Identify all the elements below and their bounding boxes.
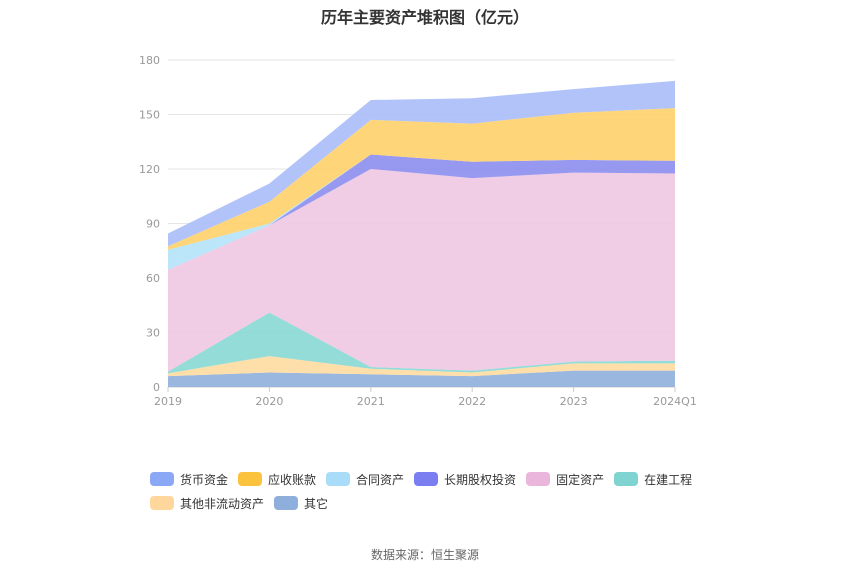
legend-label: 固定资产 — [556, 472, 605, 487]
legend-swatch — [238, 472, 263, 486]
legend-item[interactable]: 应收账款 — [238, 470, 316, 488]
x-tick-label: 2022 — [458, 395, 486, 408]
legend-label: 长期股权投资 — [444, 472, 517, 487]
x-tick-label: 2023 — [560, 395, 588, 408]
legend-item[interactable]: 长期股权投资 — [414, 470, 516, 488]
legend-item[interactable]: 货币资金 — [150, 470, 228, 488]
area-series-1 — [168, 356, 675, 377]
legend-item[interactable]: 其他非流动资产 — [150, 494, 264, 512]
source-note: 数据来源：恒生聚源 — [370, 548, 479, 562]
legend-item[interactable]: 在建工程 — [614, 470, 692, 488]
y-axis: 0 30 60 90 120 150 180 — [139, 54, 160, 394]
legend-swatch — [414, 472, 439, 486]
y-tick-label: 0 — [153, 381, 160, 394]
x-tick-label: 2021 — [357, 395, 385, 408]
legend: 货币资金 应收账款 合同资产 长期股权投资 固定资产 在建工程其他非流动资产 其它 — [150, 470, 710, 518]
legend-label: 合同资产 — [356, 472, 405, 487]
y-tick-label: 150 — [139, 109, 160, 122]
legend-label: 其它 — [304, 496, 329, 511]
area-series — [168, 80, 675, 387]
legend-swatch — [326, 472, 351, 486]
area-series-4 — [168, 154, 675, 270]
area-series-7 — [168, 80, 675, 247]
y-tick-label: 120 — [139, 163, 160, 176]
legend-swatch — [274, 496, 299, 510]
area-series-6 — [168, 108, 675, 250]
y-tick-label: 180 — [139, 54, 160, 67]
area-series-0 — [168, 370, 675, 387]
legend-label: 货币资金 — [180, 472, 229, 487]
area-series-2 — [168, 312, 675, 374]
legend-item[interactable]: 固定资产 — [526, 470, 604, 488]
legend-swatch — [150, 472, 174, 486]
area-series-3 — [168, 169, 675, 372]
legend-swatch — [150, 496, 174, 510]
y-tick-label: 60 — [146, 272, 160, 285]
legend-label: 应收账款 — [268, 472, 317, 487]
x-tick-label: 2020 — [255, 395, 283, 408]
x-axis: 2019 2020 2021 2022 2023 2024Q1 — [154, 387, 697, 408]
legend-item[interactable]: 其它 — [274, 494, 328, 512]
legend-label: 其他非流动资产 — [180, 496, 265, 511]
x-tick-label: 2024Q1 — [653, 395, 697, 408]
chart-title: 历年主要资产堆积图（亿元） — [320, 8, 529, 27]
legend-swatch — [614, 472, 639, 486]
x-tick-label: 2019 — [154, 395, 182, 408]
y-tick-label: 30 — [146, 327, 160, 340]
legend-item[interactable]: 合同资产 — [326, 470, 404, 488]
legend-label: 在建工程 — [644, 472, 693, 487]
y-tick-label: 90 — [146, 218, 160, 231]
legend-swatch — [526, 472, 551, 486]
